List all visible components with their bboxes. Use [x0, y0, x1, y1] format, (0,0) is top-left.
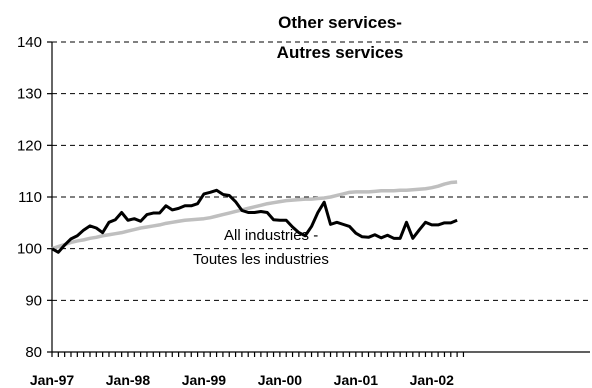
annotation-line-2: Toutes les industries [193, 251, 329, 268]
y-tick-label: 110 [18, 189, 42, 206]
x-tick-label: Jan-01 [334, 372, 379, 388]
chart-subtitle: Autres services [277, 43, 404, 62]
y-tick-label: 100 [17, 241, 42, 258]
y-tick-label: 90 [25, 292, 42, 309]
annotation-line-1: All industries - [224, 227, 318, 244]
series-lines [51, 180, 458, 254]
x-tick-labels: Jan-97 Jan-98 Jan-99 Jan-00 Jan-01 Jan-02 [30, 372, 454, 388]
x-tick-label: Jan-00 [258, 372, 303, 388]
x-tick-label: Jan-99 [182, 372, 227, 388]
y-tick-label: 130 [17, 86, 42, 103]
axes [47, 41, 590, 357]
x-tick-label: Jan-98 [106, 372, 151, 388]
y-tick-labels: 80 90 100 110 120 130 140 [17, 34, 42, 361]
series-line-all_industries [51, 180, 458, 251]
series-line-other_services [51, 188, 458, 254]
chart-title: Other services- [278, 13, 402, 32]
y-tick-label: 140 [17, 34, 42, 51]
x-tick-label: Jan-02 [410, 372, 455, 388]
y-tick-label: 80 [25, 344, 42, 361]
x-tick-label: Jan-97 [30, 372, 75, 388]
y-tick-label: 120 [17, 137, 42, 154]
